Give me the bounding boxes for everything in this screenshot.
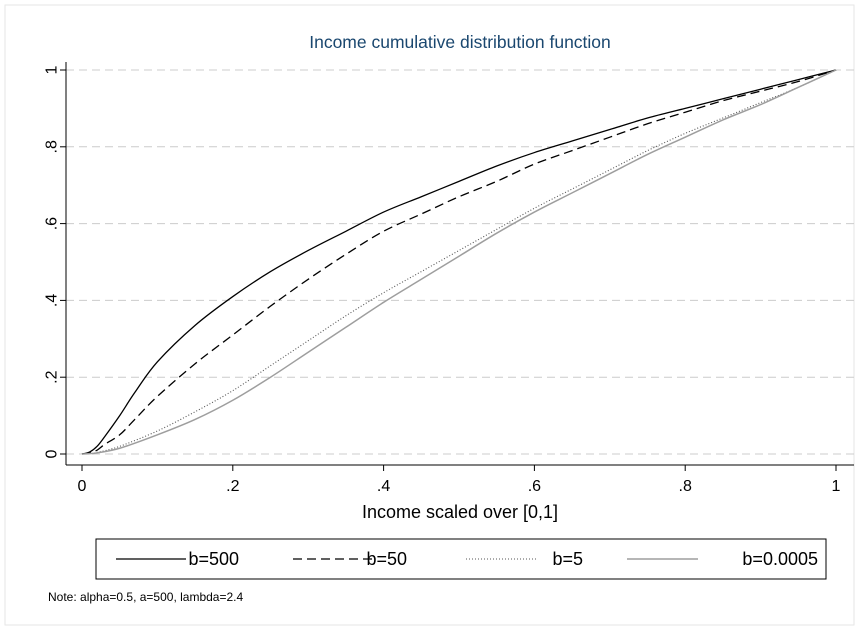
- y-tick-label: .4: [44, 294, 61, 307]
- y-tick-label: .6: [44, 217, 61, 230]
- x-tick-label: .4: [377, 478, 390, 495]
- legend: b=500 b=50 b=5 b=0.0005: [95, 538, 827, 580]
- axes: [65, 62, 854, 466]
- legend-label: b=0.0005: [742, 549, 818, 569]
- legend-box: [95, 538, 827, 580]
- chart-title: Income cumulative distribution function: [309, 32, 611, 52]
- ticks: 0 .2 .4 .6 .8 1 0 .2 .4 .6 .8 1: [44, 65, 841, 495]
- y-tick-label: 0: [44, 449, 61, 458]
- x-tick-label: .6: [528, 478, 541, 495]
- x-tick-label: .8: [679, 478, 692, 495]
- series-line-b=500: [81, 69, 837, 455]
- legend-label: b=500: [188, 549, 239, 569]
- legend-label: b=5: [552, 549, 583, 569]
- x-tick-label: .2: [226, 478, 239, 495]
- legend-label: b=50: [366, 549, 407, 569]
- series-line-b=0.0005: [81, 69, 837, 455]
- chart-note: Note: alpha=0.5, a=500, lambda=2.4: [48, 590, 243, 604]
- y-tick-label: .2: [44, 370, 61, 383]
- x-tick-label: 0: [78, 478, 87, 495]
- series-line-b=5: [81, 69, 837, 455]
- chart-frame: [4, 4, 855, 626]
- gridlines: [66, 69, 854, 455]
- series: [81, 69, 837, 455]
- y-tick-label: 1: [44, 65, 61, 74]
- x-tick-label: 1: [832, 478, 841, 495]
- y-tick-label: .8: [44, 140, 61, 153]
- x-axis-title: Income scaled over [0,1]: [362, 502, 558, 522]
- series-line-b=50: [81, 69, 837, 455]
